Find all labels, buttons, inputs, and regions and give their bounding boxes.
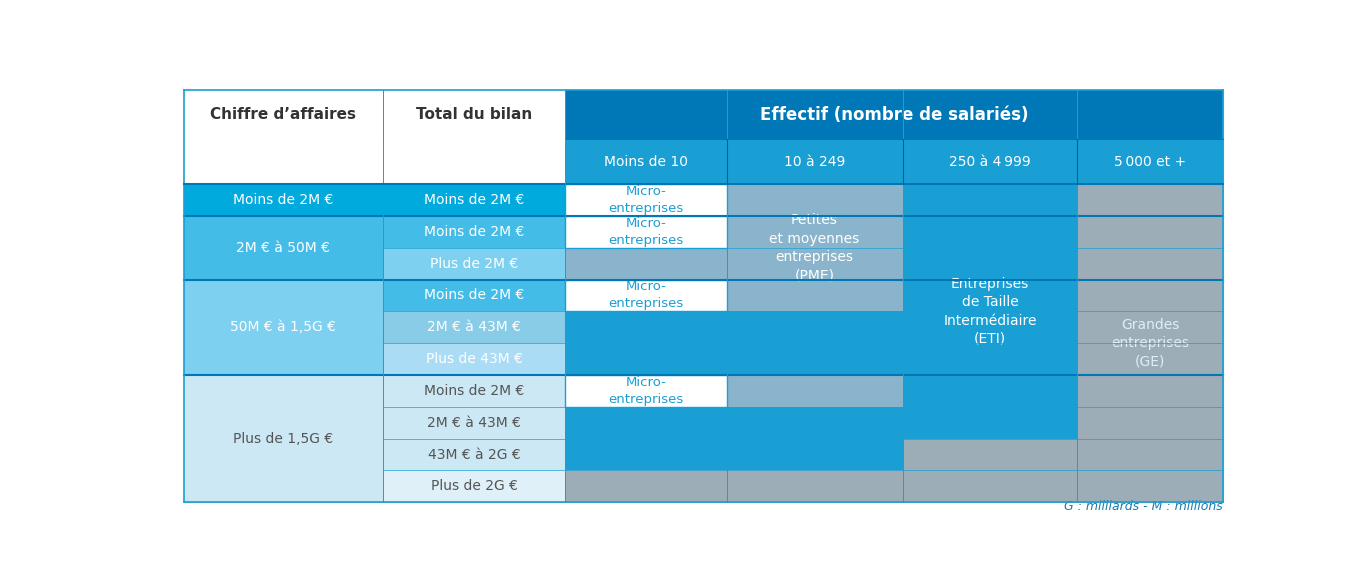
Text: Plus de 43M €: Plus de 43M € [425, 352, 523, 366]
Bar [726, 375, 903, 407]
Text: 5 000 et +: 5 000 et + [1114, 155, 1186, 169]
Bar [565, 375, 726, 407]
Bar [726, 184, 903, 311]
Bar [183, 216, 383, 279]
Text: Micro-
entreprises: Micro- entreprises [609, 185, 684, 215]
Text: 2M € à 50M €: 2M € à 50M € [237, 241, 330, 255]
Bar [383, 248, 565, 279]
Text: Grandes
entreprises
(GE): Grandes entreprises (GE) [1111, 318, 1189, 368]
Bar [565, 184, 1078, 502]
Bar [383, 407, 565, 439]
Text: 250 à 4 999: 250 à 4 999 [949, 155, 1031, 169]
Text: Moins de 2M €: Moins de 2M € [424, 289, 524, 303]
Text: Moins de 2M €: Moins de 2M € [424, 384, 524, 398]
Bar [383, 375, 565, 407]
Bar [183, 184, 383, 216]
Text: Plus de 1,5G €: Plus de 1,5G € [234, 432, 334, 446]
Text: Plus de 2G €: Plus de 2G € [431, 480, 517, 494]
Bar [183, 139, 565, 184]
Bar [565, 279, 726, 311]
Text: 2M € à 43M €: 2M € à 43M € [427, 320, 521, 334]
Bar [383, 311, 565, 343]
Text: Moins de 2M €: Moins de 2M € [424, 225, 524, 239]
Text: Plus de 2M €: Plus de 2M € [430, 257, 518, 271]
Bar [383, 184, 565, 216]
Bar [383, 439, 565, 470]
Text: Moins de 2M €: Moins de 2M € [234, 193, 334, 207]
Bar [383, 216, 565, 248]
Text: Effectif (nombre de salariés): Effectif (nombre de salariés) [759, 106, 1029, 123]
Text: 2M € à 43M €: 2M € à 43M € [427, 416, 521, 430]
Text: Micro-
entreprises: Micro- entreprises [609, 376, 684, 406]
Text: 43M € à 2G €: 43M € à 2G € [428, 448, 521, 462]
Bar [383, 279, 565, 311]
Text: Micro-
entreprises: Micro- entreprises [609, 217, 684, 247]
Bar [183, 375, 383, 502]
Text: Moins de 10: Moins de 10 [603, 155, 688, 169]
Bar [565, 470, 903, 502]
Bar [565, 184, 726, 216]
Text: Petites
et moyennes
entreprises
(PME): Petites et moyennes entreprises (PME) [769, 213, 859, 282]
Text: Moins de 2M €: Moins de 2M € [424, 193, 524, 207]
Text: Micro-
entreprises: Micro- entreprises [609, 281, 684, 310]
Bar [565, 90, 1223, 139]
Text: G : milliards - M : millions: G : milliards - M : millions [1064, 499, 1223, 513]
Bar [565, 216, 726, 248]
Bar [565, 248, 726, 279]
Bar [383, 343, 565, 375]
Text: 10 à 249: 10 à 249 [784, 155, 845, 169]
Bar [383, 470, 565, 502]
Text: Entreprises
de Taille
Intermédiaire
(ETI): Entreprises de Taille Intermédiaire (ETI… [944, 277, 1037, 346]
Text: 50M € à 1,5G €: 50M € à 1,5G € [230, 320, 337, 334]
Bar [183, 90, 565, 139]
Bar [1078, 184, 1223, 502]
Text: Chiffre d’affaires: Chiffre d’affaires [211, 107, 357, 122]
Bar [183, 279, 383, 375]
Bar [903, 439, 1078, 502]
Text: Total du bilan: Total du bilan [416, 107, 532, 122]
Bar [565, 139, 1223, 184]
